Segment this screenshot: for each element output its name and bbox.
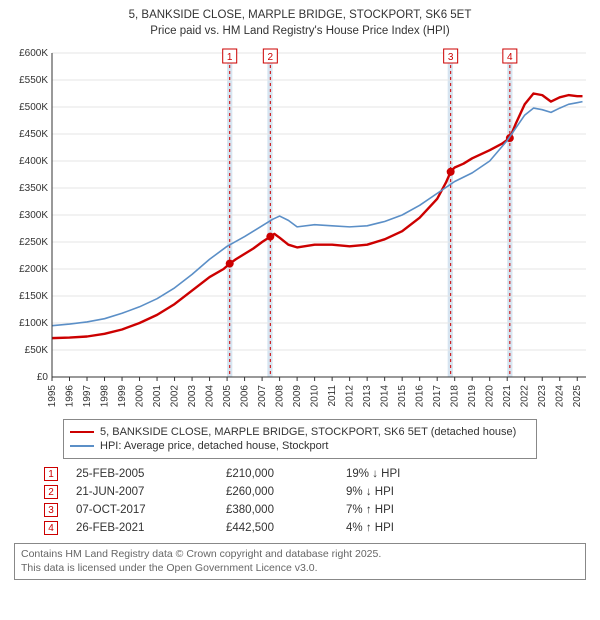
svg-text:2021: 2021 [502, 385, 513, 408]
svg-text:£400K: £400K [19, 156, 48, 167]
svg-text:1997: 1997 [82, 385, 93, 408]
legend-label: HPI: Average price, detached house, Stoc… [100, 440, 329, 452]
svg-text:£200K: £200K [19, 264, 48, 275]
svg-text:£250K: £250K [19, 237, 48, 248]
sale-diff: 19% ↓ HPI [346, 468, 466, 480]
svg-text:2023: 2023 [537, 385, 548, 408]
price-chart: £0 £50K £100K £150K £200K £250K £300K £350K £400… [4, 43, 596, 413]
sale-marker: 4 [44, 521, 58, 535]
sale-price: £260,000 [226, 486, 346, 498]
svg-text:2024: 2024 [555, 385, 566, 408]
svg-text:2012: 2012 [345, 385, 356, 408]
svg-text:2: 2 [268, 52, 274, 63]
svg-text:2007: 2007 [257, 385, 268, 408]
svg-text:2018: 2018 [450, 385, 461, 408]
svg-text:2008: 2008 [275, 385, 286, 408]
svg-text:£450K: £450K [19, 129, 48, 140]
sale-date: 07-OCT-2017 [76, 504, 226, 516]
svg-text:2003: 2003 [187, 385, 198, 408]
svg-text:2000: 2000 [135, 385, 146, 408]
sale-date: 26-FEB-2021 [76, 522, 226, 534]
sales-row: 4 26-FEB-2021£442,5004% ↑ HPI [44, 521, 544, 535]
svg-text:2016: 2016 [415, 385, 426, 408]
sales-row: 2 21-JUN-2007£260,0009% ↓ HPI [44, 485, 544, 499]
svg-text:2025: 2025 [572, 385, 583, 408]
svg-text:£550K: £550K [19, 75, 48, 86]
svg-text:£0: £0 [37, 372, 49, 383]
legend-item: HPI: Average price, detached house, Stoc… [70, 440, 530, 452]
svg-text:2017: 2017 [432, 385, 443, 408]
licence-footer: Contains HM Land Registry data © Crown c… [14, 543, 586, 580]
footer-line-2: This data is licensed under the Open Gov… [21, 562, 579, 576]
sales-row: 1 25-FEB-2005£210,00019% ↓ HPI [44, 467, 544, 481]
sale-price: £380,000 [226, 504, 346, 516]
legend-item: 5, BANKSIDE CLOSE, MARPLE BRIDGE, STOCKP… [70, 426, 530, 438]
sale-marker: 1 [44, 467, 58, 481]
svg-text:2020: 2020 [485, 385, 496, 408]
svg-text:£150K: £150K [19, 291, 48, 302]
sale-marker: 3 [44, 503, 58, 517]
sale-date: 21-JUN-2007 [76, 486, 226, 498]
chart-title: 5, BANKSIDE CLOSE, MARPLE BRIDGE, STOCKP… [4, 8, 596, 39]
sales-table: 1 25-FEB-2005£210,00019% ↓ HPI 2 21-JUN-200… [44, 467, 544, 535]
footer-line-1: Contains HM Land Registry data © Crown c… [21, 548, 579, 562]
title-line-1: 5, BANKSIDE CLOSE, MARPLE BRIDGE, STOCKP… [4, 8, 596, 24]
sale-date: 25-FEB-2005 [76, 468, 226, 480]
svg-text:2014: 2014 [380, 385, 391, 408]
svg-text:£600K: £600K [19, 48, 48, 59]
chart-svg: £0 £50K £100K £150K £200K £250K £300K £350K £400… [4, 43, 596, 413]
svg-text:£100K: £100K [19, 318, 48, 329]
svg-text:£300K: £300K [19, 210, 48, 221]
svg-text:1996: 1996 [65, 385, 76, 408]
svg-text:2009: 2009 [292, 385, 303, 408]
svg-text:£500K: £500K [19, 102, 48, 113]
svg-text:2005: 2005 [222, 385, 233, 408]
legend-swatch [70, 445, 94, 447]
svg-text:£350K: £350K [19, 183, 48, 194]
sale-price: £210,000 [226, 468, 346, 480]
svg-text:1995: 1995 [47, 385, 58, 408]
legend-label: 5, BANKSIDE CLOSE, MARPLE BRIDGE, STOCKP… [100, 426, 516, 438]
legend-swatch [70, 431, 94, 433]
svg-text:4: 4 [507, 52, 513, 63]
sale-diff: 9% ↓ HPI [346, 486, 466, 498]
svg-text:2015: 2015 [397, 385, 408, 408]
svg-text:2011: 2011 [327, 385, 338, 407]
legend: 5, BANKSIDE CLOSE, MARPLE BRIDGE, STOCKP… [63, 419, 537, 459]
svg-text:1999: 1999 [117, 385, 128, 408]
svg-text:1998: 1998 [100, 385, 111, 408]
svg-text:2002: 2002 [170, 385, 181, 408]
svg-text:2006: 2006 [240, 385, 251, 408]
svg-text:£50K: £50K [25, 345, 49, 356]
svg-text:3: 3 [448, 52, 454, 63]
svg-text:2013: 2013 [362, 385, 373, 408]
sale-diff: 7% ↑ HPI [346, 504, 466, 516]
sales-row: 3 07-OCT-2017£380,0007% ↑ HPI [44, 503, 544, 517]
sale-marker: 2 [44, 485, 58, 499]
svg-text:2019: 2019 [467, 385, 478, 408]
title-line-2: Price paid vs. HM Land Registry's House … [4, 24, 596, 40]
svg-text:2001: 2001 [152, 385, 163, 408]
svg-text:1: 1 [227, 52, 233, 63]
sale-price: £442,500 [226, 522, 346, 534]
svg-text:2010: 2010 [310, 385, 321, 408]
svg-text:2022: 2022 [520, 385, 531, 408]
sale-diff: 4% ↑ HPI [346, 522, 466, 534]
svg-text:2004: 2004 [205, 385, 216, 408]
